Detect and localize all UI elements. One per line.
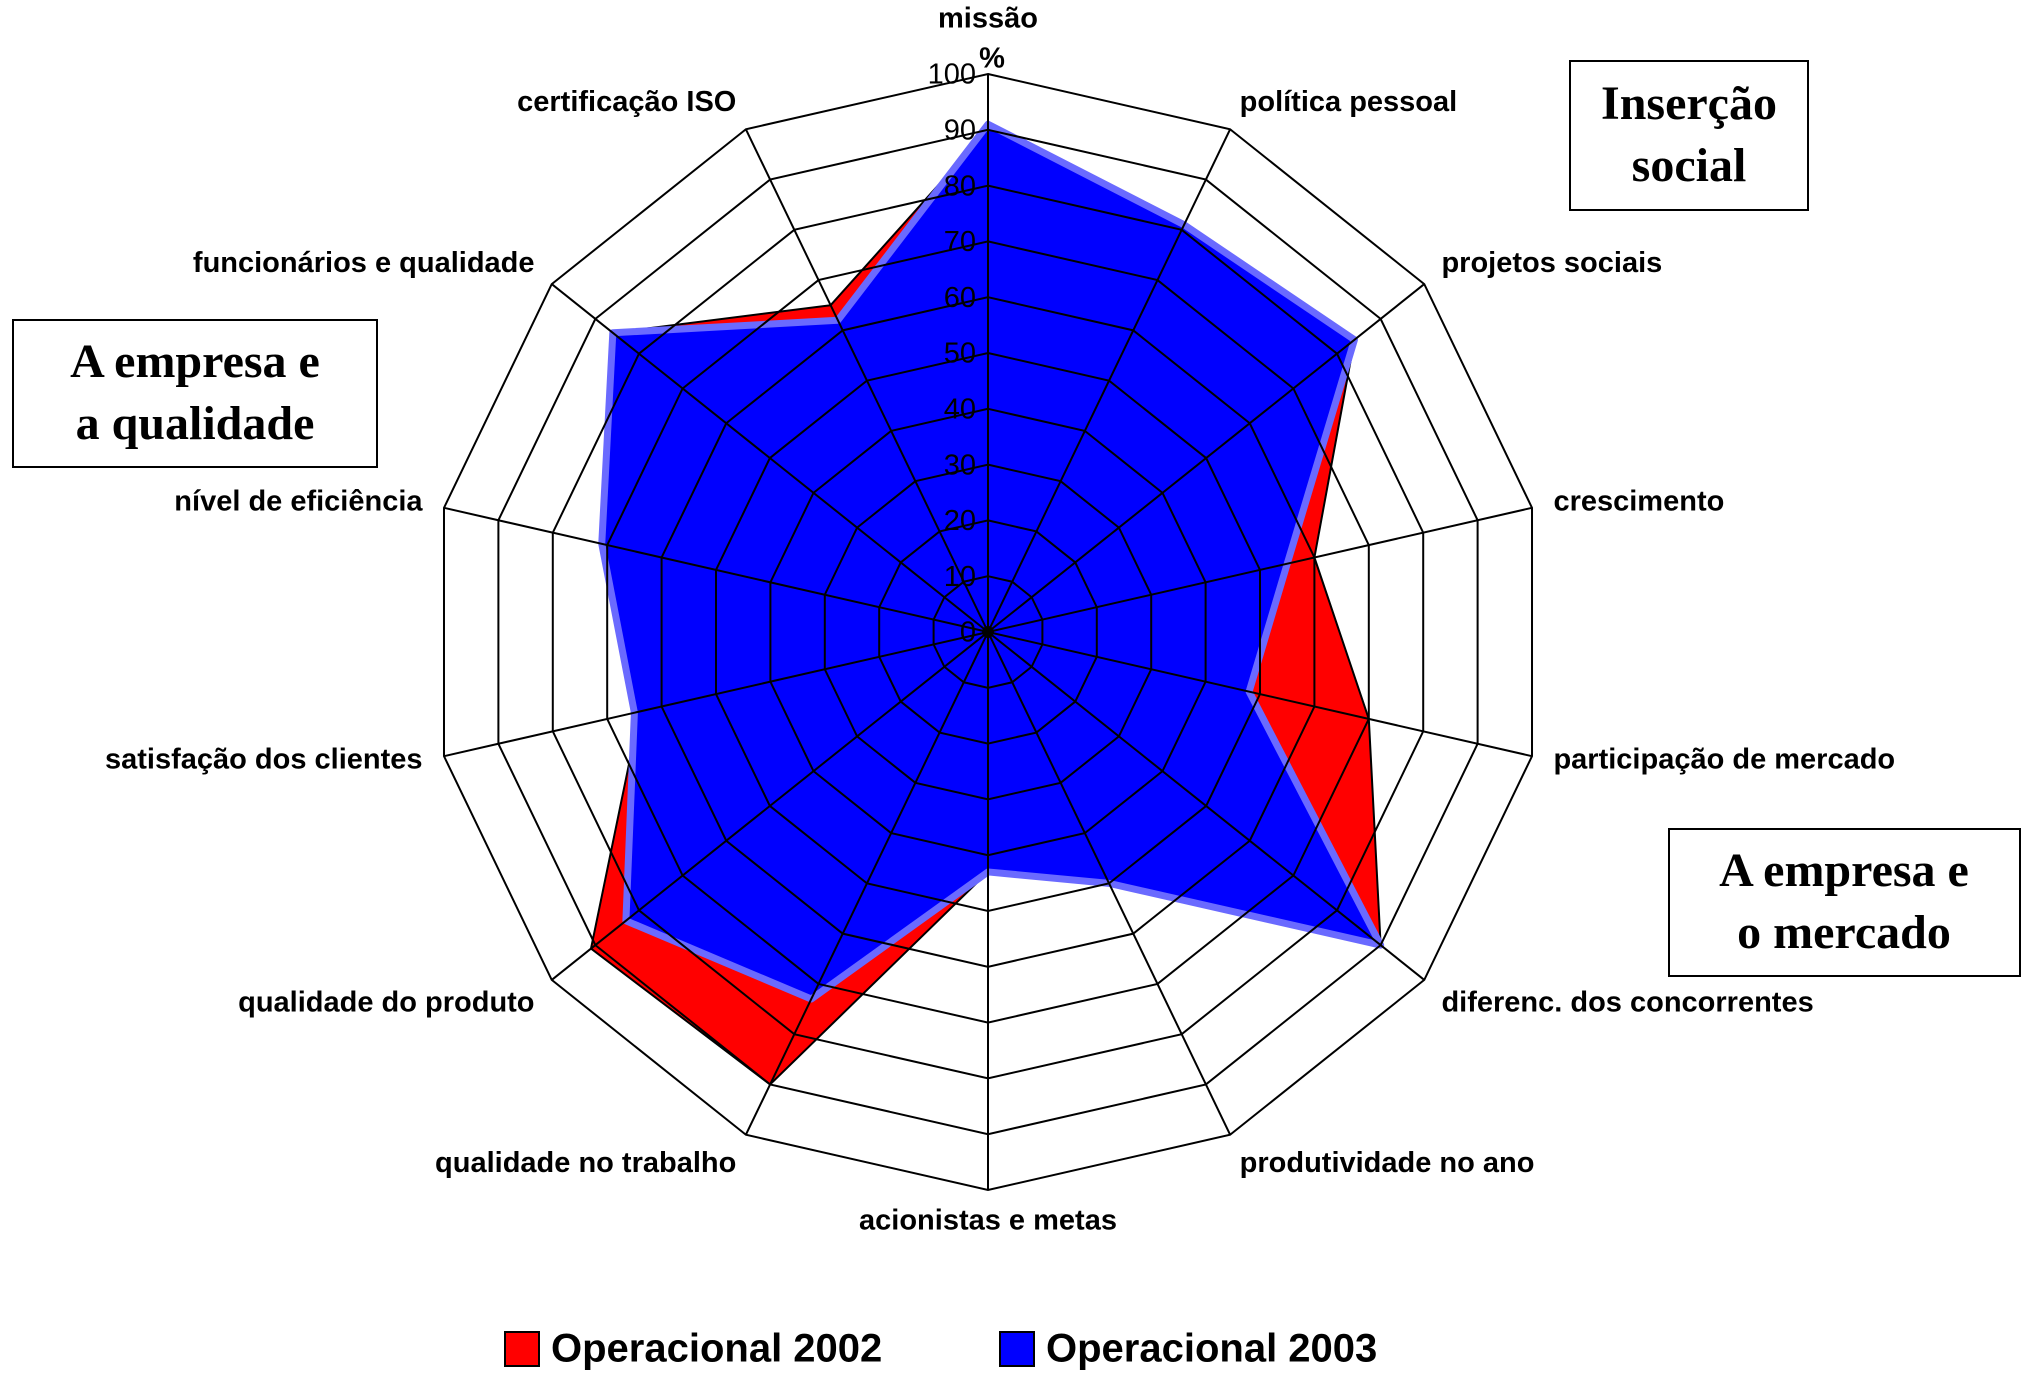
legend-label: Operacional 2003 [1046,1327,1377,1371]
tick-label: 80 [944,170,976,202]
tick-label: 70 [944,226,976,258]
legend-swatch [999,1331,1035,1367]
category-label: política pessoal [1240,86,1458,118]
box-frame [1569,60,1809,211]
category-label: acionistas e metas [859,1205,1117,1237]
category-label: missão [938,3,1038,35]
category-label: funcionários e qualidade [193,247,535,279]
category-label: crescimento [1553,486,1724,518]
tick-label: 100 [928,59,976,91]
box-text: A empresa e [1719,844,1969,897]
tick-label: 20 [944,505,976,537]
box-text: a qualidade [76,397,315,450]
tick-label: 40 [944,393,976,425]
spoke [987,283,1425,633]
center [982,626,994,638]
spoke [551,631,989,981]
category-label: projetos sociais [1441,247,1662,279]
annotation-box: Inserção social [1569,60,1809,211]
category-label: satisfação dos clientes [105,744,423,776]
box-text: social [1632,139,1747,192]
tick-label: 10 [944,561,976,593]
spoke [551,283,989,633]
tick-label: 0 [960,617,976,649]
spoke [987,631,1533,758]
spoke [987,631,1425,981]
category-label: nível de eficiência [174,486,423,518]
category-label: certificação ISO [517,86,736,118]
annotation-box: A empresa e o mercado [1668,828,2021,977]
box-text: Inserção [1601,77,1777,130]
legend-label: Operacional 2002 [551,1327,882,1371]
series-area [598,120,1385,1003]
spoke [987,506,1533,633]
annotation-box: A empresa e a qualidade [12,319,378,468]
spoke [744,631,989,1136]
box-text: o mercado [1737,906,1951,959]
tick-label: 60 [944,282,976,314]
box-text: A empresa e [70,335,320,388]
axis-label: % [979,43,1005,75]
category-label: qualidade do produto [238,986,534,1018]
category-label: produtividade no ano [1240,1147,1535,1179]
tick-label: 30 [944,449,976,481]
category-label: qualidade no trabalho [435,1147,736,1179]
spoke [443,631,989,758]
category-label: diferenc. dos concorrentes [1441,986,1813,1018]
category-label: participação de mercado [1553,744,1895,776]
box-frame [1668,828,2021,977]
spoke [987,631,1232,1136]
spoke [744,128,989,633]
box-frame [12,319,378,468]
spoke [443,506,989,633]
tick-label: 90 [944,114,976,146]
spoke [987,128,1232,633]
legend-swatch [504,1331,540,1367]
tick-label: 50 [944,338,976,370]
